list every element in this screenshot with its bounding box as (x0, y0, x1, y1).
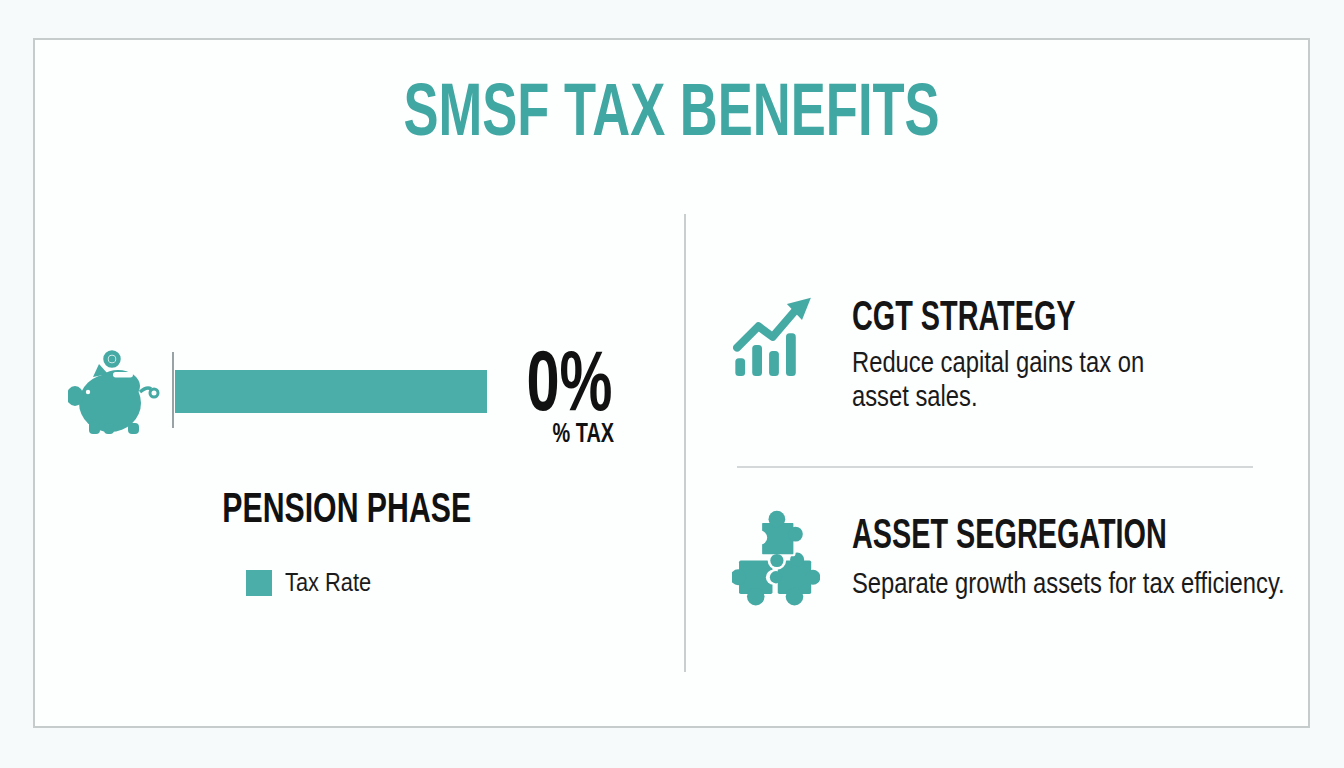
chart-axis (172, 352, 174, 428)
value-block: 0% % TAX (499, 343, 639, 449)
tax-value: 0% (499, 343, 639, 420)
chart-legend: Tax Rate (246, 567, 388, 598)
infographic-card: SMSF TAX BENEFITS 0% % TAX P (33, 38, 1310, 728)
tax-value-caption: % TAX (513, 417, 653, 449)
growth-chart-icon (733, 296, 823, 376)
feature-title: ASSET SEGREGATION (852, 508, 1332, 558)
feature-cgt: CGT STRATEGY Reduce capital gains tax on… (852, 290, 1252, 414)
puzzle-pieces-icon (732, 504, 820, 610)
legend-label: Tax Rate (285, 567, 388, 598)
tax-rate-bar (175, 370, 487, 413)
vertical-divider (684, 214, 686, 672)
feature-asset: ASSET SEGREGATION Separate growth assets… (852, 508, 1332, 601)
feature-title: CGT STRATEGY (852, 290, 1252, 340)
feature-divider (737, 466, 1253, 468)
legend-swatch (246, 570, 272, 596)
feature-description: Separate growth assets for tax efficienc… (852, 567, 1344, 601)
feature-description: Reduce capital gains tax on asset sales. (852, 346, 1164, 413)
category-label: PENSION PHASE (172, 483, 522, 532)
page-title: SMSF TAX BENEFITS (35, 67, 1308, 154)
piggy-bank-icon (68, 350, 162, 435)
